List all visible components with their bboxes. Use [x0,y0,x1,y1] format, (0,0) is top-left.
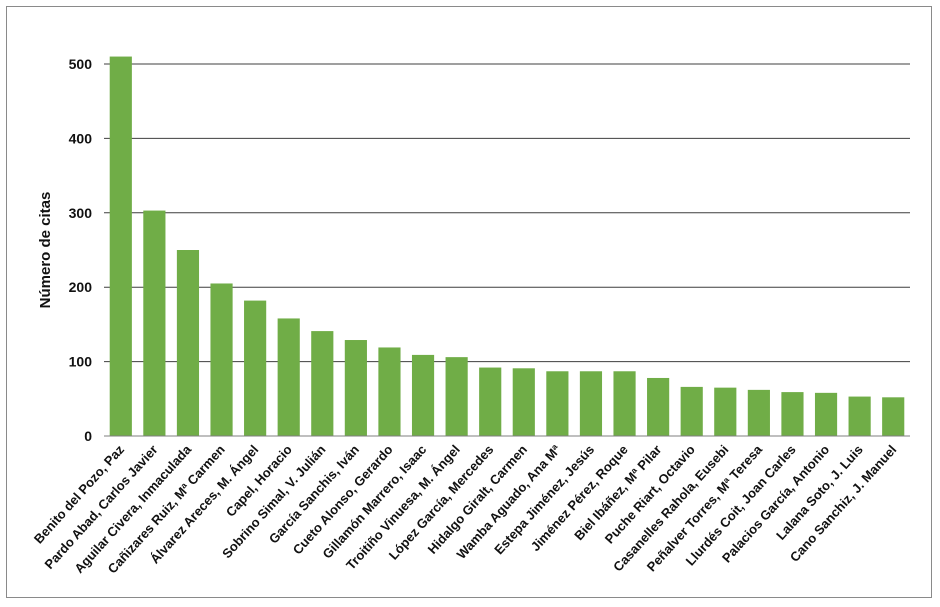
bar [445,357,468,436]
y-tick-label: 0 [84,428,92,444]
bar [210,283,233,436]
bar [848,396,871,436]
bar [882,397,905,436]
y-tick-label: 500 [69,56,93,72]
bar [512,368,535,436]
bar [479,367,502,436]
y-tick-label: 300 [69,205,93,221]
bar [546,371,569,436]
bar [378,347,401,436]
bar [714,387,737,436]
bar [109,56,132,437]
y-tick-label: 400 [69,130,93,146]
bar [814,392,838,436]
bar [344,340,367,436]
bar [244,300,267,436]
y-tick-label: 100 [69,354,93,370]
bar [680,386,703,436]
y-tick-label: 200 [69,279,93,295]
y-axis-label: Número de citas [37,192,54,309]
bar [613,371,636,436]
bar [311,331,334,436]
bar [647,377,670,436]
bar [411,354,435,436]
bar [781,392,804,436]
y-tick-labels: 0 100 200 300 400 500 [69,56,93,444]
bar [176,250,200,436]
bars [109,56,905,437]
bar [277,318,300,436]
bar [579,371,603,436]
gridlines [104,63,910,363]
bar [747,389,770,436]
bar [143,210,166,436]
